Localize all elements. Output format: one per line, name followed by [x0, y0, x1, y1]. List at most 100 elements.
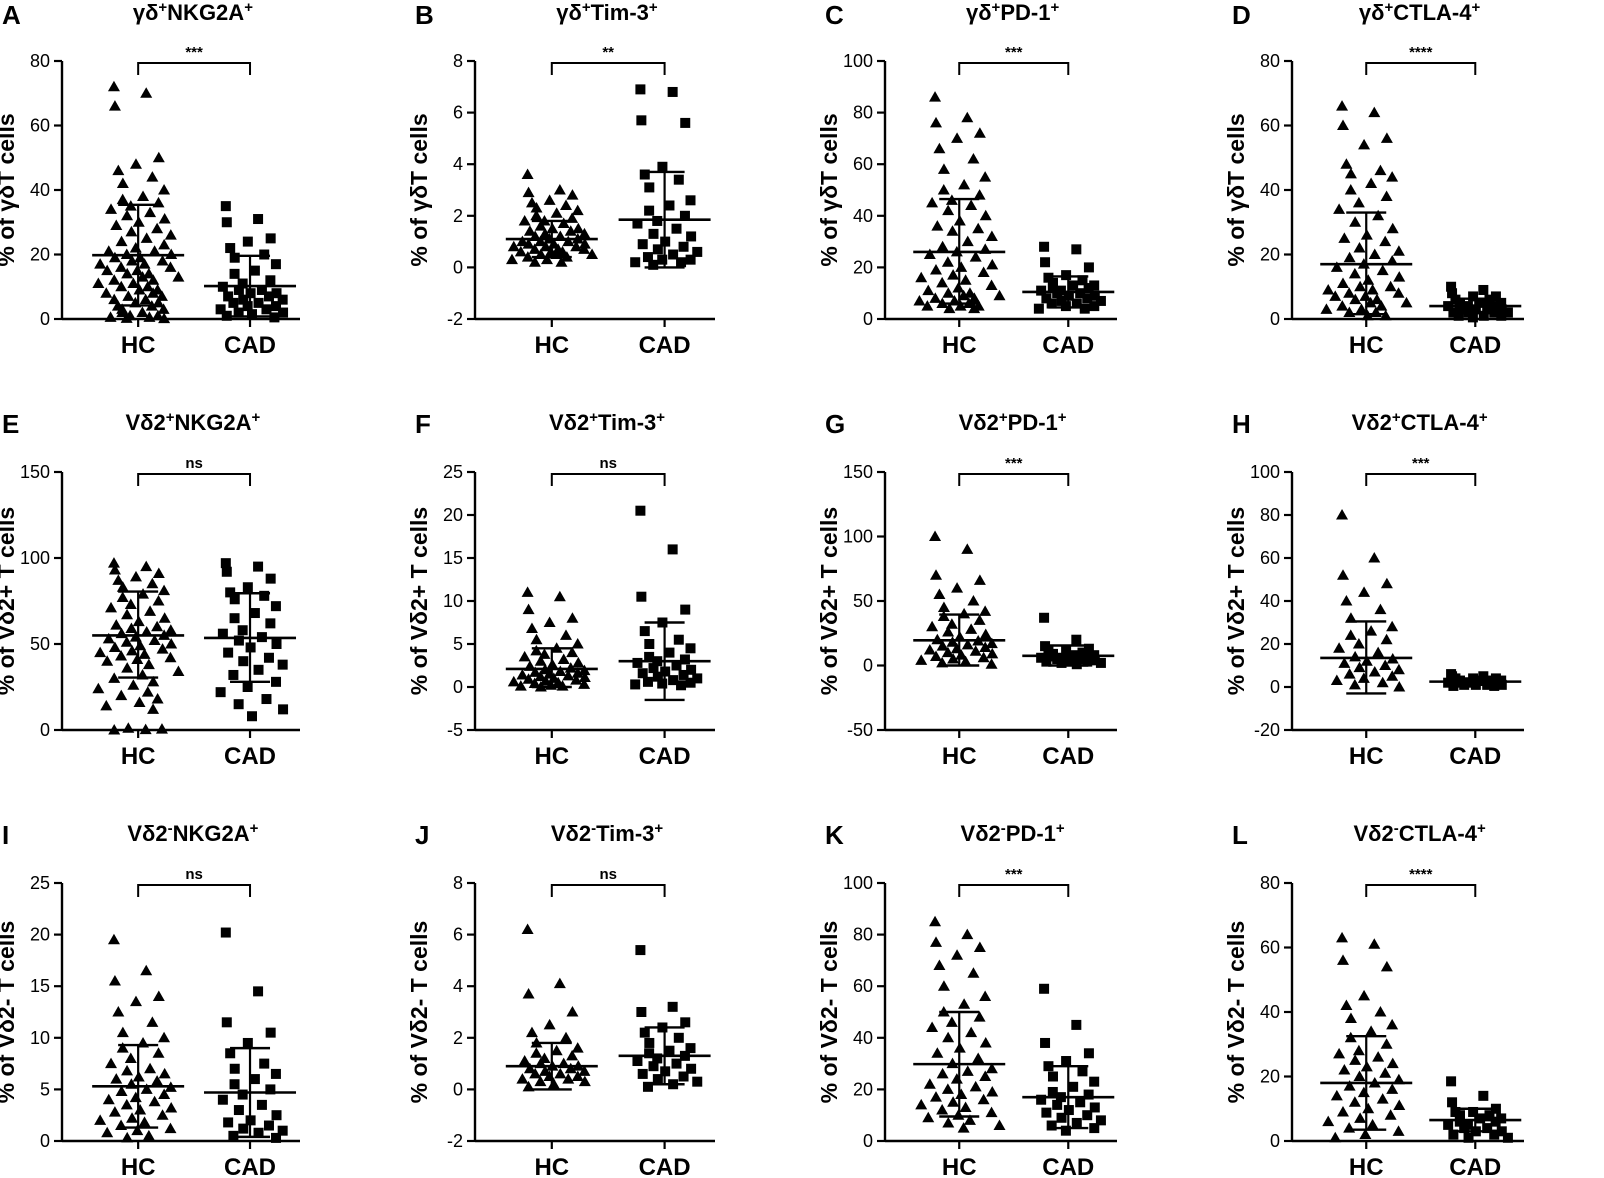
data-point-cad [229, 252, 240, 263]
data-point-hc [1320, 303, 1333, 314]
data-point-hc [1353, 661, 1366, 673]
data-point-cad [220, 201, 231, 212]
data-point-cad [644, 1048, 655, 1059]
data-point-cad [648, 259, 659, 270]
data-point-cad [221, 566, 232, 577]
x-category-label: HC [121, 1154, 156, 1178]
y-tick-label: 80 [1260, 505, 1280, 525]
data-point-hc [543, 616, 556, 627]
data-point-cad [221, 310, 232, 321]
title-text: NKG2A [167, 0, 244, 25]
data-point-hc [1344, 167, 1357, 179]
data-point-hc [1333, 203, 1346, 214]
significance-label: *** [1005, 44, 1023, 61]
data-point-hc [158, 184, 171, 195]
data-point-hc [116, 1026, 129, 1038]
x-category-label: CAD [639, 332, 691, 359]
data-point-hc [121, 608, 134, 620]
data-point-hc [1364, 296, 1377, 308]
data-point-cad [648, 663, 659, 674]
data-point-hc [571, 1070, 584, 1081]
data-point-cad [237, 625, 248, 636]
data-point-hc [529, 1067, 542, 1079]
data-point-hc [1355, 303, 1368, 314]
significance-label: ns [185, 455, 203, 472]
data-point-hc [534, 220, 547, 231]
data-point-hc [142, 658, 155, 670]
y-axis-label: % of Vδ2+ T cells [816, 507, 842, 695]
data-point-hc [121, 267, 134, 279]
data-point-hc [955, 261, 968, 272]
data-point-hc [115, 261, 128, 272]
data-point-cad [270, 259, 281, 270]
y-tick-label: 50 [853, 591, 873, 611]
data-point-hc [965, 623, 978, 634]
data-point-hc [142, 1129, 155, 1141]
y-axis-label: % of Vδ2+ T cells [1223, 507, 1249, 695]
data-point-hc [534, 235, 547, 247]
data-point-hc [1349, 216, 1362, 227]
data-point-hc [102, 1093, 115, 1105]
data-point-hc [151, 693, 164, 704]
data-point-hc [930, 936, 943, 947]
y-tick-label: 0 [863, 1131, 873, 1151]
panel-letter: D [1232, 0, 1251, 30]
data-point-hc [156, 643, 169, 654]
panel-title: γδ+PD-1+ [966, 0, 1059, 25]
data-point-hc [969, 1080, 982, 1092]
data-point-cad [277, 659, 288, 670]
data-point-hc [146, 577, 159, 589]
data-point-hc [525, 1026, 538, 1038]
data-point-hc [523, 225, 536, 236]
data-point-hc [152, 990, 165, 1002]
title-superscript: - [1001, 820, 1006, 837]
data-point-hc [985, 279, 998, 290]
data-point-hc [958, 998, 971, 1009]
data-point-hc [1343, 1080, 1356, 1091]
y-tick-label: 80 [853, 103, 873, 123]
panel-title: Vδ2-PD-1+ [961, 820, 1065, 847]
data-point-hc [933, 588, 946, 600]
data-point-hc [936, 276, 949, 288]
data-point-hc [941, 646, 954, 658]
y-tick-label: 0 [40, 1131, 50, 1151]
data-point-cad [1496, 297, 1507, 308]
data-point-cad [238, 656, 249, 667]
data-point-hc [1384, 1109, 1397, 1120]
title-superscript: + [252, 409, 261, 426]
title-superscript: - [1394, 820, 1399, 837]
data-point-hc [979, 628, 992, 640]
data-point-hc [102, 632, 115, 644]
data-point-cad [253, 664, 264, 675]
data-point-hc [126, 254, 139, 266]
data-point-cad [223, 291, 234, 302]
data-point-hc [937, 980, 950, 991]
data-point-hc [124, 1052, 137, 1063]
data-point-cad [1041, 293, 1052, 304]
x-category-label: HC [942, 1154, 977, 1178]
y-tick-label: 100 [20, 548, 50, 568]
data-point-hc [969, 251, 982, 262]
data-point-hc [165, 1101, 178, 1113]
data-point-hc [1352, 196, 1365, 208]
data-point-hc [554, 1067, 567, 1079]
data-point-hc [557, 217, 570, 229]
significance-label: ns [599, 866, 617, 883]
data-point-cad [1071, 1019, 1082, 1030]
data-point-hc [963, 1114, 976, 1125]
data-point-cad [1077, 275, 1088, 286]
data-point-cad [667, 86, 678, 97]
data-point-hc [110, 1073, 123, 1084]
data-point-cad [220, 927, 231, 938]
significance-bracket [958, 62, 1070, 75]
data-point-cad [1077, 647, 1088, 658]
title-superscript: + [1477, 820, 1486, 837]
data-point-hc [1343, 251, 1356, 263]
data-point-hc [985, 1106, 998, 1118]
data-point-cad [648, 228, 659, 239]
data-point-hc [550, 207, 563, 218]
data-point-cad [652, 1074, 663, 1085]
data-point-hc [1330, 674, 1343, 686]
data-point-hc [152, 151, 165, 163]
data-point-cad [676, 680, 687, 691]
